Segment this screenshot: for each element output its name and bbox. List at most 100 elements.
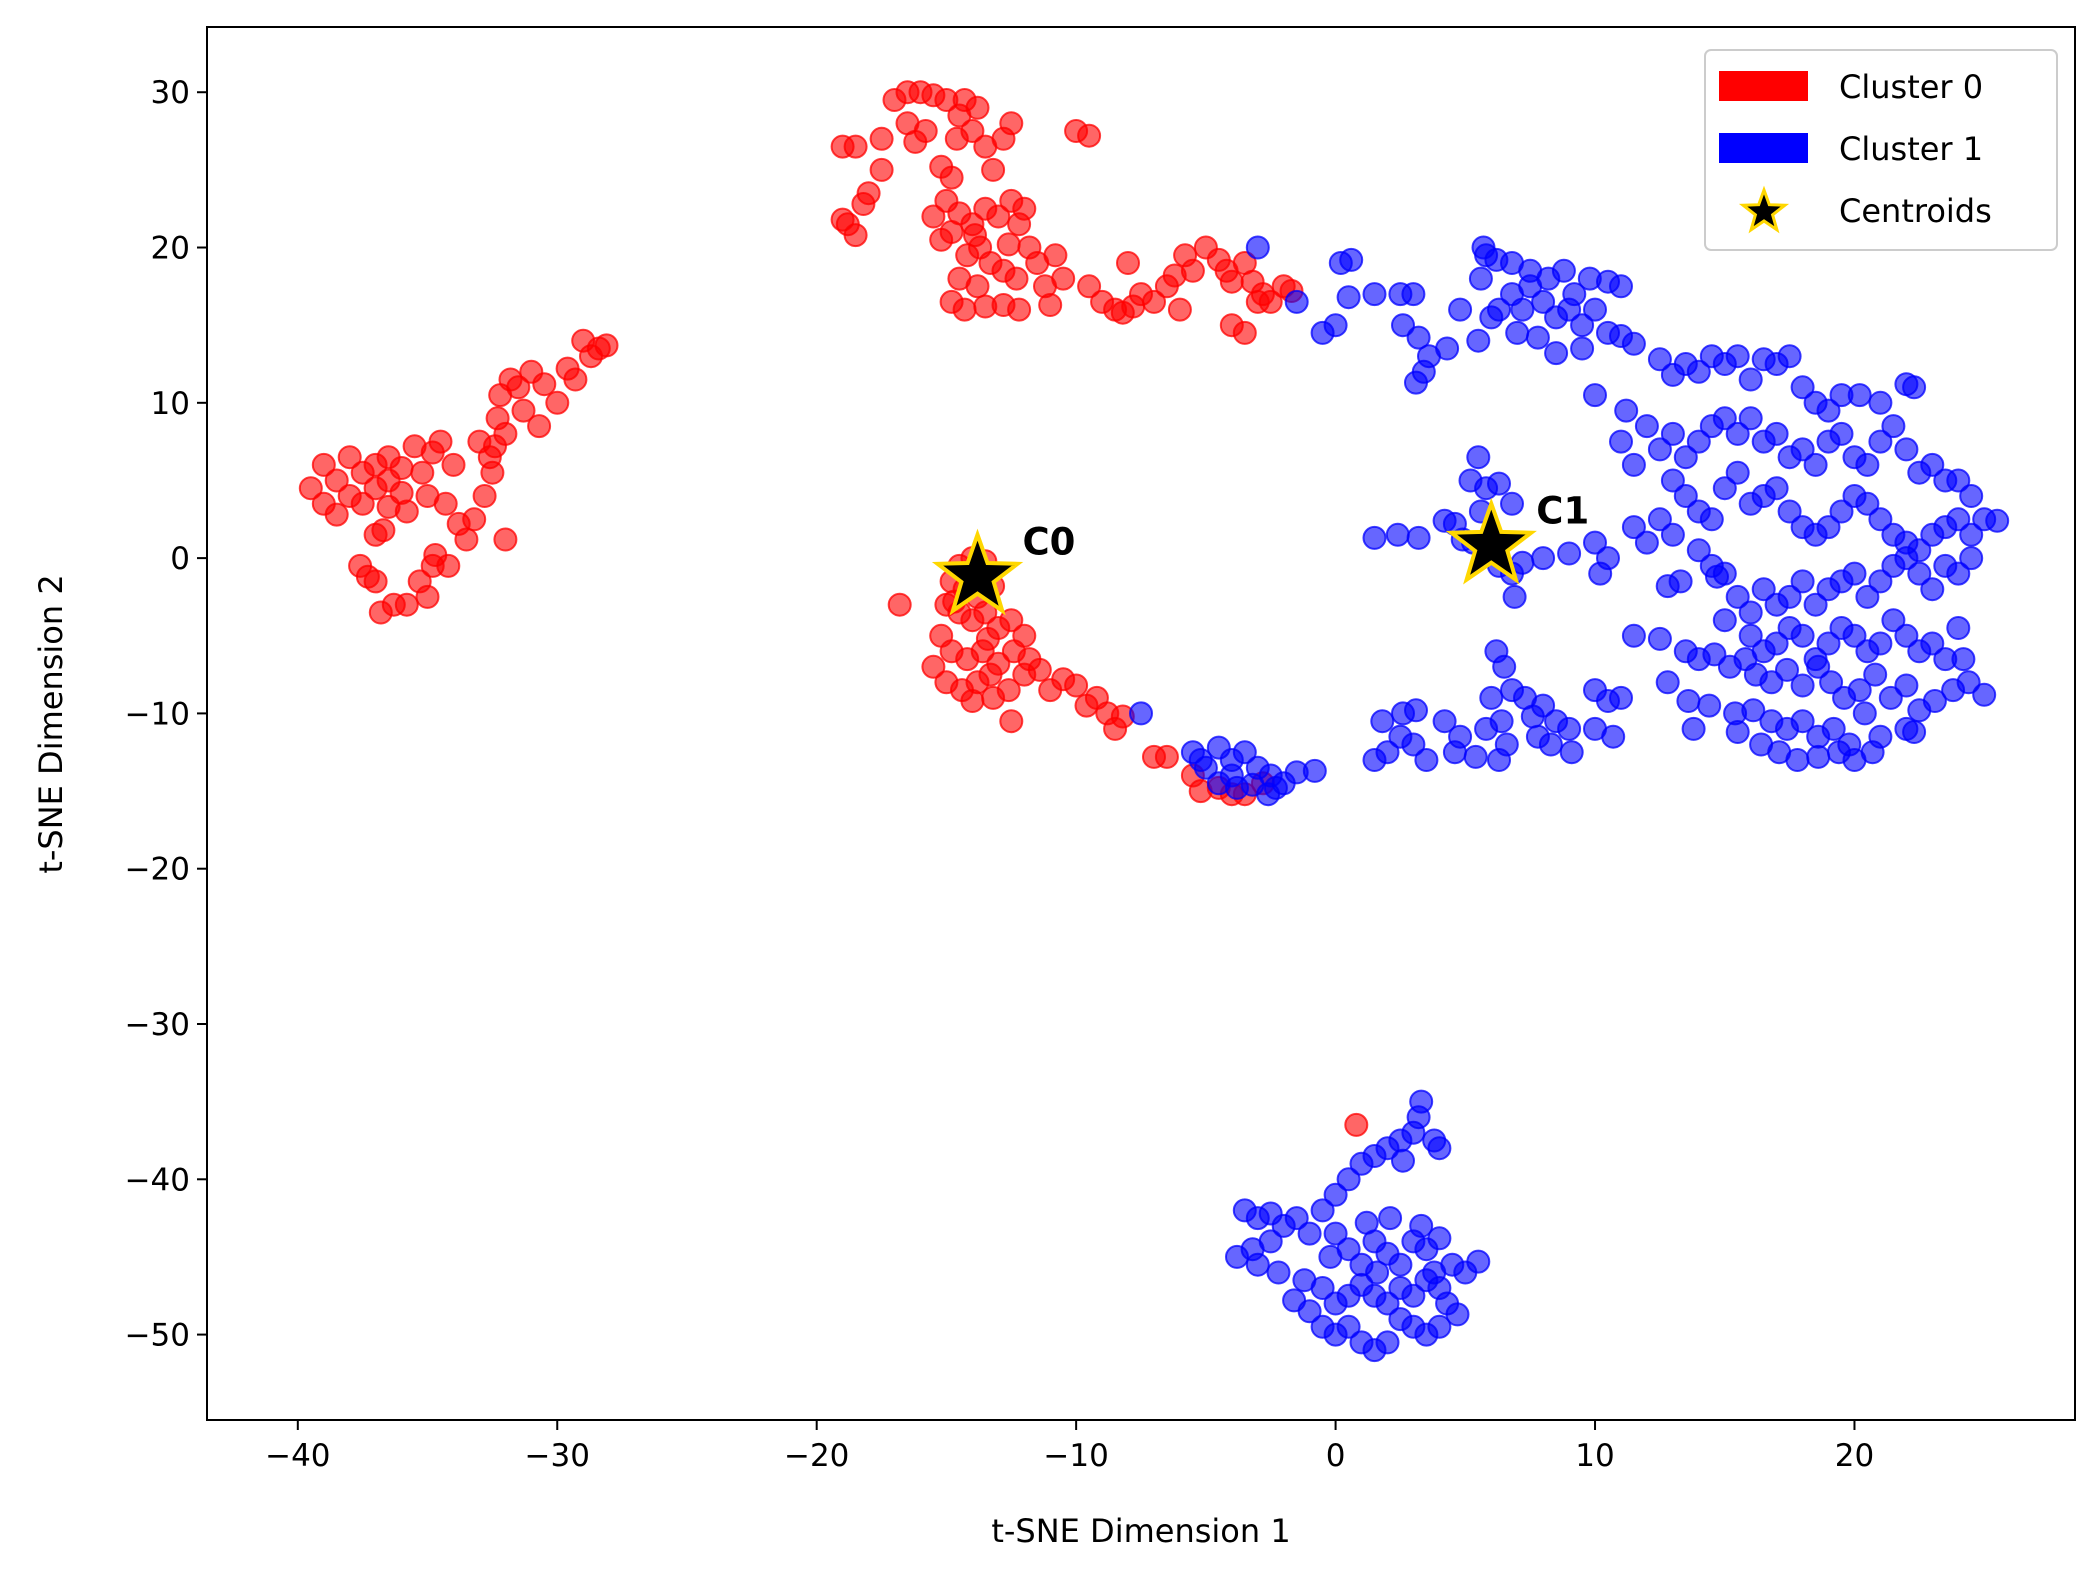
cluster-1-point: [1946, 507, 1971, 532]
cluster-1-point: [1959, 546, 1984, 571]
cluster-0-point: [415, 584, 440, 609]
cluster-1-point: [1790, 673, 1815, 698]
cluster-0-point: [1077, 123, 1102, 148]
cluster-1-point: [1362, 748, 1387, 772]
cluster-1-point: [1686, 359, 1711, 384]
cluster-1-point: [1518, 274, 1543, 299]
cluster-1-point: [1881, 608, 1906, 633]
cluster-1-point: [1432, 709, 1457, 734]
cluster-1-point: [1614, 398, 1639, 423]
cluster-1-point: [1404, 370, 1428, 395]
cluster-0-point: [843, 223, 868, 248]
y-tick-label: 20: [151, 231, 190, 267]
cluster-1-point: [1751, 577, 1776, 602]
cluster-0-point: [965, 95, 990, 120]
legend-swatch-cluster-1: [1719, 133, 1808, 163]
cluster-1-point: [1466, 445, 1491, 470]
cluster-1-point: [1894, 437, 1919, 462]
cluster-0-point: [545, 390, 570, 415]
cluster-1-point: [1500, 491, 1524, 516]
x-tick-label: −20: [784, 1438, 849, 1474]
cluster-1-point: [1422, 1260, 1447, 1285]
cluster-0-point: [441, 452, 466, 477]
cluster-0-point: [1007, 297, 1032, 322]
cluster-0-point: [532, 372, 557, 397]
cluster-1-point: [1725, 344, 1750, 369]
cluster-1-point: [1847, 383, 1872, 408]
centroid-0-label: C0: [1023, 521, 1076, 564]
y-tick-label: 10: [151, 386, 190, 422]
centroid-1-marker: [1445, 497, 1537, 585]
cluster-1-point: [1816, 398, 1841, 423]
cluster-1-point: [1232, 740, 1257, 765]
cluster-1-point: [1310, 1198, 1335, 1223]
cluster-0-point: [996, 678, 1021, 703]
cluster-0-point: [324, 502, 349, 527]
cluster-1-point: [1266, 1260, 1291, 1285]
cluster-1-point: [1712, 406, 1737, 431]
cluster-1-point: [1959, 522, 1984, 547]
cluster-1-point: [1668, 569, 1693, 594]
cluster-1-point: [1531, 289, 1556, 314]
cluster-1-point: [1531, 546, 1556, 571]
cluster-1-point: [1621, 331, 1646, 356]
cluster-1-point: [1427, 1314, 1452, 1339]
cluster-1-point: [1946, 468, 1971, 493]
cluster-0-point: [986, 204, 1011, 229]
cluster-1-point: [1686, 538, 1711, 563]
cluster-0-point: [436, 553, 461, 578]
cluster-1-point: [1284, 289, 1309, 314]
cluster-1-point: [1699, 507, 1724, 532]
cluster-1-point: [1775, 657, 1799, 682]
cluster-1-point: [1570, 313, 1595, 338]
cluster-1-point: [1686, 429, 1711, 454]
cluster-0-point: [394, 592, 419, 617]
legend: Cluster 0 Cluster 1 Centroids: [1704, 49, 2058, 251]
cluster-1-point: [1660, 421, 1685, 446]
cluster-1-point: [1388, 1252, 1413, 1277]
cluster-0-point: [1043, 243, 1068, 268]
cluster-1-point: [1712, 476, 1737, 501]
cluster-0-point: [1219, 269, 1244, 294]
cluster-1-point: [1570, 336, 1595, 361]
cluster-1-point: [1404, 698, 1428, 723]
cluster-0-point: [921, 654, 946, 679]
cluster-1-point: [1474, 716, 1499, 741]
cluster-0-point: [511, 398, 536, 423]
cluster-0-point: [371, 518, 396, 543]
cluster-1-point: [1946, 561, 1971, 586]
cluster-0-point: [929, 227, 954, 252]
cluster-1-point: [1777, 499, 1802, 524]
cluster-1-point: [1487, 471, 1511, 496]
cluster-1-point: [1852, 701, 1877, 726]
cluster-0-point: [1232, 320, 1257, 345]
cluster-1-point: [1245, 235, 1270, 260]
cluster-1-point: [1790, 709, 1815, 734]
legend-label-cluster-0: Cluster 0: [1839, 68, 1983, 106]
x-axis-ticks: −40 −30 −20 −10 0 10 20: [265, 1420, 1874, 1474]
cluster-1-point: [1902, 375, 1927, 400]
cluster-0-point: [999, 111, 1024, 136]
cluster-1-point: [1297, 1299, 1322, 1324]
cluster-1-point: [1920, 452, 1945, 477]
cluster-0-point: [298, 476, 323, 501]
cluster-1-point: [1676, 689, 1701, 713]
cluster-1-point: [1621, 623, 1646, 648]
x-axis-label: t-SNE Dimension 1: [991, 1512, 1290, 1550]
cluster-1-point: [1806, 744, 1831, 769]
x-tick-label: 20: [1835, 1438, 1874, 1474]
cluster-1-point: [1583, 530, 1607, 555]
cluster-0-point: [324, 468, 349, 493]
cluster-1-point: [1588, 561, 1613, 586]
x-tick-label: −40: [265, 1438, 330, 1474]
cluster-1-point: [1647, 626, 1672, 651]
cluster-1-point: [1577, 266, 1602, 291]
cluster-1-point: [1790, 375, 1815, 400]
cluster-1-point: [1868, 569, 1893, 594]
cluster-0-point: [472, 484, 497, 508]
cluster-1-point: [1601, 724, 1626, 749]
cluster-1-point: [1414, 748, 1439, 772]
cluster-0-point: [433, 491, 458, 516]
cluster-1-point: [1225, 775, 1249, 800]
y-tick-label: −20: [125, 852, 190, 888]
